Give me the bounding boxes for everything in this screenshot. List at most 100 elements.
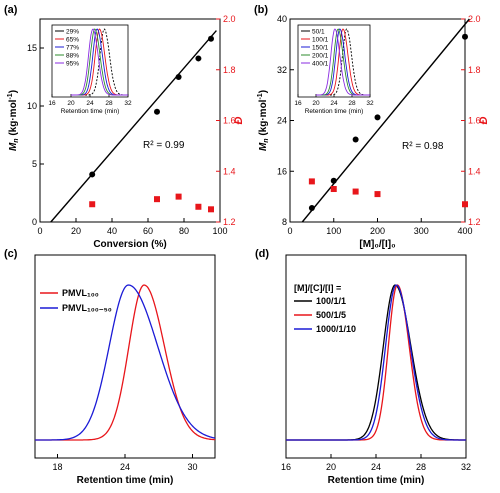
y-tick-label: 16 — [277, 166, 287, 176]
inset-legend-label: 150/1 — [312, 45, 329, 52]
panel-b: (b) 0 100 200 300 400 [M]₀/[I]₀ 8 16 24 32 40 1.2 1.4… — [254, 4, 490, 250]
x-tick-label: 30 — [187, 462, 197, 472]
inset-legend-label: 95% — [66, 61, 79, 68]
mn-point — [195, 55, 202, 62]
inset-legend-label: 65% — [66, 37, 79, 44]
dispersity-point — [330, 186, 337, 193]
mn-point — [89, 171, 96, 178]
y-tick-label: 5 — [32, 159, 37, 169]
legend-label: 500/1/5 — [316, 310, 346, 320]
y-tick-label: 0 — [32, 217, 37, 227]
y2-tick-label: 2.0 — [468, 14, 481, 24]
x-tick-label: 24 — [371, 462, 381, 472]
x-axis-label: Retention time (min) — [77, 475, 174, 486]
inset-x-tick-label: 28 — [105, 100, 113, 107]
inset-x-tick-label: 32 — [366, 100, 374, 107]
inset-x-tick-label: 16 — [294, 100, 302, 107]
y2-tick-label: 1.8 — [223, 65, 236, 75]
x-tick-label: 80 — [179, 226, 189, 236]
inset-frame — [297, 24, 371, 98]
x-tick-label: 28 — [416, 462, 426, 472]
panel-a: (a) 0 20 40 60 80 100 Conversion (%) 0 5 10 15 1.2 1.… — [4, 4, 245, 250]
x-tick-label: 200 — [370, 226, 385, 236]
dispersity-point — [374, 191, 381, 198]
y2-tick-label: 1.6 — [223, 116, 236, 126]
dispersity-point — [195, 203, 202, 210]
x-tick-label: 20 — [71, 226, 81, 236]
panel-label: (d) — [255, 248, 269, 260]
fit-line — [50, 30, 217, 223]
legend-label: PMVL₁₀₀₋₅₀ — [62, 303, 112, 313]
x-tick-label: 0 — [287, 226, 292, 236]
inset-x-tick-label: 24 — [330, 100, 338, 107]
y-tick-label: 10 — [27, 101, 37, 111]
x-axis-label: Conversion (%) — [93, 239, 166, 250]
inset-x-tick-label: 20 — [67, 100, 75, 107]
x-axis-label: Retention time (min) — [328, 475, 425, 486]
x-tick-label: 20 — [326, 462, 336, 472]
dispersity-point — [175, 193, 182, 200]
inset-legend-label: 50/1 — [312, 29, 325, 36]
y-tick-label: 8 — [282, 217, 287, 227]
panel-label: (a) — [4, 4, 18, 16]
x-tick-label: 24 — [120, 462, 130, 472]
dispersity-point — [352, 188, 359, 195]
y-axis-label: Mn (kg·mol-1) — [7, 90, 20, 151]
inset-x-tick-label: 16 — [48, 100, 56, 107]
inset-trace — [71, 28, 128, 96]
r-squared-annotation: R² = 0.99 — [143, 140, 185, 151]
dispersity-point — [462, 201, 468, 208]
fit-line — [301, 18, 470, 223]
panel-label: (b) — [254, 4, 268, 16]
inset-trace — [71, 28, 128, 96]
mn-point — [330, 177, 337, 184]
panel-label: (c) — [4, 248, 18, 260]
mn-point — [352, 136, 359, 143]
dispersity-point — [154, 196, 160, 203]
x-tick-label: 18 — [52, 462, 62, 472]
mn-point — [175, 74, 182, 80]
gpc-trace — [35, 284, 216, 441]
legend-label: 100/1/1 — [316, 296, 346, 306]
y-tick-label: 32 — [277, 65, 287, 75]
inset-legend-label: 77% — [66, 45, 79, 52]
dispersity-point — [208, 206, 214, 213]
x-tick-label: 300 — [414, 226, 429, 236]
plot-frame — [34, 254, 216, 459]
y-tick-label: 15 — [27, 43, 37, 53]
x-tick-label: 16 — [281, 462, 291, 472]
inset-x-tick-label: 32 — [124, 100, 132, 107]
mn-point — [308, 205, 315, 212]
inset-legend-label: 88% — [66, 53, 79, 60]
y2-axis-label: Đ — [233, 116, 245, 124]
y2-tick-label: 1.4 — [468, 166, 481, 176]
inset-x-tick-label: 28 — [348, 100, 356, 107]
y-tick-label: 24 — [277, 116, 287, 126]
x-tick-label: 60 — [143, 226, 153, 236]
x-axis-label: [M]₀/[I]₀ — [359, 239, 395, 250]
inset-legend-label: 200/1 — [312, 53, 329, 60]
y-tick-label: 40 — [277, 14, 287, 24]
inset-x-axis-label: Retention time (min) — [305, 108, 364, 115]
y2-tick-label: 1.8 — [468, 65, 481, 75]
gpc-trace — [286, 284, 466, 441]
y2-axis-label: Đ — [478, 116, 490, 124]
panel-c: (c) 18 24 30 Retention time (min) PMVL₁₀₀ PMVL… — [4, 248, 216, 486]
inset-legend-label: 400/1 — [312, 61, 329, 68]
x-tick-label: 0 — [37, 226, 42, 236]
inset-x-axis-label: Retention time (min) — [61, 108, 120, 115]
inset-legend-label: 100/1 — [312, 37, 329, 44]
y-axis-label: Mn (kg·mol-1) — [257, 90, 270, 151]
mn-point — [208, 35, 214, 42]
y2-tick-label: 1.4 — [223, 166, 236, 176]
legend-label: 1000/1/10 — [316, 324, 356, 334]
inset-x-tick-label: 24 — [86, 100, 94, 107]
x-tick-label: 32 — [461, 462, 471, 472]
mn-point — [154, 108, 160, 115]
inset-x-tick-label: 20 — [312, 100, 320, 107]
inset-legend-label: 29% — [66, 29, 79, 36]
dispersity-point — [89, 201, 96, 208]
y2-tick-label: 1.6 — [468, 116, 481, 126]
r-squared-annotation: R² = 0.98 — [402, 141, 444, 152]
